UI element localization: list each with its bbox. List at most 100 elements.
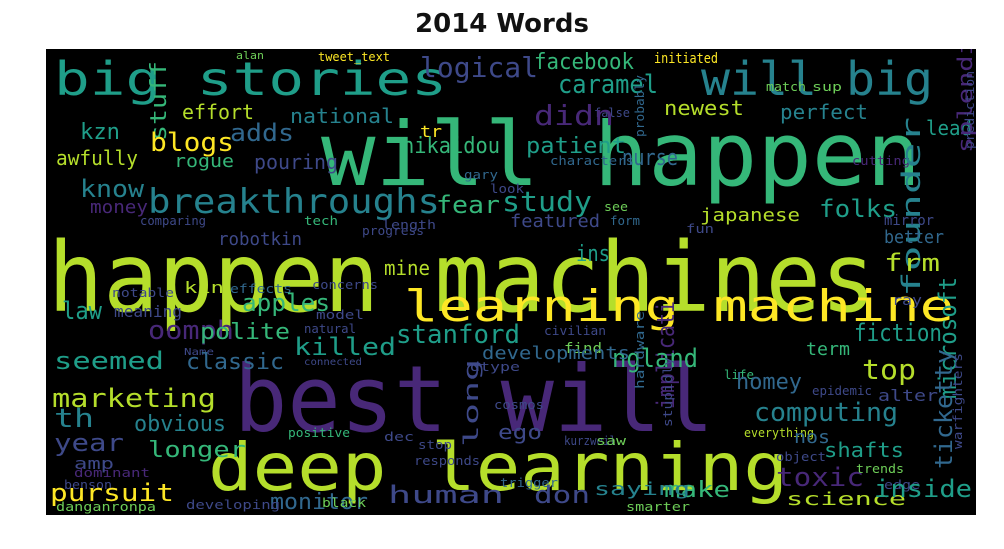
word-fiction: fiction bbox=[854, 319, 942, 347]
word-better: better bbox=[884, 227, 944, 248]
word-awfully: awfully bbox=[56, 146, 138, 170]
word-model: model bbox=[316, 308, 364, 322]
word-probably: probably bbox=[633, 75, 647, 137]
word-newest: newest bbox=[664, 96, 744, 120]
word-length: length bbox=[382, 218, 436, 232]
word-logical: logical bbox=[420, 51, 538, 84]
word-smarter: smarter bbox=[626, 500, 690, 514]
word-ins: ins bbox=[576, 242, 610, 267]
word-fun: fun bbox=[686, 222, 714, 236]
word-saw: saw bbox=[596, 434, 627, 448]
word-tweet-text: tweet_text bbox=[318, 50, 390, 64]
word-nurse: nurse bbox=[622, 146, 678, 171]
word-kurzweil: kurzweil bbox=[564, 434, 616, 448]
word-dtype: dtype bbox=[470, 360, 520, 374]
word-human: human bbox=[388, 481, 504, 509]
word-trigger: trigger bbox=[500, 476, 558, 490]
word-gary: gary bbox=[464, 168, 498, 182]
word-characters: characters bbox=[550, 154, 634, 168]
word-look: look bbox=[490, 182, 525, 196]
word-developments: developments bbox=[482, 343, 630, 364]
word-caramel: caramel bbox=[558, 70, 658, 100]
word-warfighters: warfighters bbox=[951, 353, 965, 449]
word-responds: responds bbox=[414, 454, 480, 468]
word-epidemic: epidemic bbox=[812, 384, 872, 398]
word-dec: dec bbox=[384, 430, 414, 444]
word-saying: saying bbox=[594, 479, 690, 500]
word-seemed: seemed bbox=[54, 347, 164, 375]
word-effects: effects bbox=[230, 282, 292, 296]
word-science: science bbox=[786, 489, 906, 510]
word-fear: fear bbox=[436, 191, 500, 219]
word-th: th bbox=[54, 404, 94, 434]
word-developing: developing bbox=[186, 498, 280, 512]
word-learning-machine: learning machine bbox=[404, 281, 954, 332]
word-inside: inside bbox=[874, 475, 972, 503]
word-sup: sup bbox=[812, 80, 842, 94]
word-longer: longer bbox=[148, 438, 246, 463]
word-mirror: mirror bbox=[884, 213, 934, 229]
word-featured: featured bbox=[510, 211, 600, 232]
word-cosmos: cosmos bbox=[494, 398, 544, 412]
word-top: top bbox=[862, 353, 916, 386]
cloud-background bbox=[46, 49, 976, 515]
word-classic: classic bbox=[186, 350, 284, 375]
word-alter: alter bbox=[878, 386, 938, 405]
word-will-big: will big bbox=[701, 52, 933, 106]
word-deep-learning: deep learning bbox=[208, 429, 788, 506]
word-didn: didn bbox=[534, 99, 614, 132]
word-polite: polite bbox=[200, 320, 290, 345]
word-happen-machines: happen machines bbox=[48, 222, 876, 334]
word-cloud-canvas: happen machines will happen best will deep … bbox=[46, 49, 976, 515]
word-stuff: stuff bbox=[147, 61, 172, 141]
word-founder: founder bbox=[897, 117, 927, 297]
word-positive: positive bbox=[288, 426, 350, 440]
word-will-happen: will happen bbox=[321, 103, 921, 206]
word-nos: nos bbox=[794, 427, 830, 448]
word-big-stories: big stories bbox=[54, 52, 447, 106]
word-money: money bbox=[90, 197, 148, 218]
word-danganronpa: danganronpa bbox=[56, 500, 156, 514]
word-monitor: monitor bbox=[270, 490, 368, 515]
word-ticketty: ticketty bbox=[930, 349, 958, 469]
word-splendid: splendid bbox=[953, 49, 976, 153]
word-false: false bbox=[594, 106, 630, 120]
word-see: see bbox=[604, 200, 628, 214]
word-cloud-svg: happen machines will happen best willdeep … bbox=[46, 49, 976, 515]
word-microsoft: microsoft bbox=[934, 277, 962, 399]
word-japanese: japanese bbox=[700, 205, 800, 226]
word-shafts: shafts bbox=[824, 438, 904, 462]
word-term: term bbox=[806, 339, 850, 360]
word-edge: edge bbox=[884, 478, 920, 492]
word-make: make bbox=[664, 478, 730, 503]
word-name: Name bbox=[184, 347, 214, 358]
word-facebook: facebook bbox=[534, 50, 634, 75]
word-long: long bbox=[459, 359, 483, 447]
word-frm: frm bbox=[884, 249, 940, 277]
word-amp: amp bbox=[74, 454, 114, 473]
word-civilian: civilian bbox=[544, 324, 606, 338]
word-pursuit: pursuit bbox=[50, 479, 174, 507]
word-perfect: perfect bbox=[780, 100, 868, 124]
word-nikaidou: nikaidou bbox=[402, 134, 500, 159]
word-mine: mine bbox=[384, 256, 430, 280]
word-object: object bbox=[776, 450, 826, 464]
word-homey: homey bbox=[736, 370, 802, 395]
word-robotkin: robotkin bbox=[218, 229, 302, 250]
word-best-will: best will bbox=[234, 346, 714, 453]
word-effort: effort bbox=[182, 100, 254, 124]
word-everything: everything bbox=[744, 426, 814, 440]
word-initiated: initiated bbox=[654, 51, 718, 67]
word-study: study bbox=[502, 185, 592, 218]
word-cutting: cutting bbox=[852, 154, 910, 168]
word-prediction: prediction bbox=[963, 71, 976, 149]
word-alan: alan bbox=[236, 49, 264, 62]
word-national: national bbox=[290, 104, 394, 128]
word-patient: patient bbox=[526, 134, 626, 159]
word-find: find bbox=[564, 341, 602, 357]
chart-title: 2014 Words bbox=[415, 9, 589, 39]
word-hardware: hardware bbox=[633, 311, 647, 389]
word-comparing: comparing bbox=[140, 214, 206, 228]
word-black: black bbox=[322, 496, 367, 510]
word-form: form bbox=[610, 214, 640, 228]
